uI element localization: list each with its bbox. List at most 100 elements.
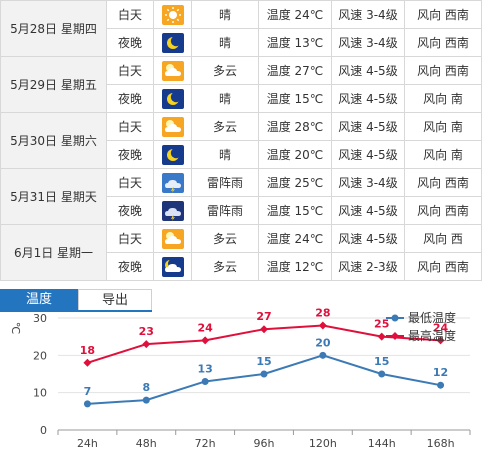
wind-direction-text: 风向 西南: [404, 0, 482, 29]
data-label: 24: [433, 321, 449, 334]
weather-icon-cell: [153, 56, 192, 85]
forecast-row: 夜晚 晴温度 15℃ 风速 4-5级 风向 南: [1, 84, 482, 113]
x-tick-label: 72h: [195, 437, 216, 450]
data-point: [319, 351, 327, 359]
forecast-row: 5月30日 星期六 白天 多云 温度 28℃ 风速 4-5级 风向 南: [0, 112, 482, 169]
chart-tabs: 温度 导出: [0, 288, 487, 312]
temperature-chart: 0 10 20 30 ℃ 24h 48h 72h 96h 120h 144h 168h 7 8 13 15 20…: [9, 306, 471, 450]
x-tick-label: 168h: [427, 437, 455, 450]
moon-icon: [161, 88, 184, 109]
data-label: 28: [315, 306, 330, 319]
forecast-date: 6月1日 星期一: [0, 224, 107, 281]
wind-direction-text: 风向 西: [404, 224, 482, 253]
data-label: 13: [197, 362, 212, 375]
data-label: 23: [139, 325, 154, 338]
partly-cloudy-icon: [161, 116, 184, 137]
data-label: 25: [374, 318, 389, 331]
data-point: [318, 321, 327, 330]
forecast-table: 5月28日 星期四 白天晴温度 24℃ 风速 3-4级 风向 西南 夜晚晴温度 13℃ 风…: [0, 0, 482, 281]
x-tick-label: 120h: [309, 437, 337, 450]
temperature-text: 温度 20℃: [258, 140, 332, 169]
wind-direction-text: 风向 南: [404, 84, 482, 113]
wind-speed-text: 风速 4-5级: [331, 140, 405, 169]
wind-speed-text: 风速 4-5级: [331, 84, 405, 113]
temperature-text: 温度 12℃: [258, 252, 332, 281]
temperature-text: 温度 13℃: [258, 28, 332, 57]
data-label: 8: [142, 381, 150, 394]
weather-icon-cell: [153, 168, 192, 197]
weather-icon-cell: [153, 28, 192, 57]
tab-export[interactable]: 导出: [78, 289, 152, 310]
x-tick-label: 24h: [77, 437, 98, 450]
wind-speed-text: 风速 3-4级: [331, 28, 405, 57]
forecast-row: 6月1日 星期一 白天 多云 温度 24℃ 风速 4-5级 风向 西: [0, 224, 482, 281]
wind-direction-text: 风向 南: [404, 140, 482, 169]
temperature-text: 温度 27℃: [258, 56, 332, 85]
tab-temperature[interactable]: 温度: [0, 289, 78, 310]
weather-icon-cell: [153, 196, 192, 225]
data-point: [260, 325, 268, 334]
weather-text: 晴: [191, 28, 259, 57]
wind-speed-text: 风速 3-4级: [331, 0, 405, 29]
period-label: 白天: [106, 224, 154, 253]
period-label: 白天: [106, 0, 154, 29]
x-tick-label: 96h: [254, 437, 275, 450]
weather-text: 多云: [191, 252, 259, 281]
forecast-row: 夜晚 晴温度 20℃ 风速 4-5级 风向 南: [1, 140, 482, 169]
period-label: 白天: [106, 56, 154, 85]
legend-label: 最高温度: [408, 328, 456, 343]
data-point: [83, 358, 92, 367]
wind-direction-text: 风向 西南: [404, 252, 482, 281]
moon-icon: [161, 32, 184, 53]
legend-label: 最低温度: [408, 310, 456, 325]
weather-text: 雷阵雨: [191, 168, 259, 197]
data-point: [142, 396, 150, 404]
data-label: 27: [256, 310, 271, 323]
data-point: [260, 370, 268, 378]
data-label: 24: [197, 321, 213, 334]
partly-cloudy-icon: [161, 60, 184, 81]
wind-direction-text: 风向 西南: [404, 56, 482, 85]
period-label: 夜晚: [106, 84, 154, 113]
x-tick-label: 48h: [136, 437, 157, 450]
weather-text: 多云: [191, 224, 259, 253]
wind-direction-text: 风向 西南: [404, 28, 482, 57]
data-label: 12: [433, 366, 448, 379]
data-label: 15: [256, 355, 271, 368]
forecast-row: 夜晚 晴温度 13℃ 风速 3-4级 风向 西南: [1, 28, 482, 57]
data-label: 18: [80, 344, 95, 357]
forecast-date: 5月28日 星期四: [0, 0, 107, 57]
data-label: 7: [84, 385, 92, 398]
period-label: 白天: [106, 168, 154, 197]
partly-cloudy-icon: [161, 228, 184, 249]
temperature-text: 温度 24℃: [258, 0, 332, 29]
y-tick-label: 20: [33, 349, 47, 362]
tab-underline: [0, 310, 152, 312]
weather-text: 晴: [191, 84, 259, 113]
thunderstorm-icon: [161, 172, 184, 193]
data-label: 20: [315, 336, 331, 349]
forecast-date: 5月29日 星期五: [0, 56, 107, 113]
forecast-date: 5月31日 星期天: [0, 168, 107, 225]
temperature-text: 温度 28℃: [258, 112, 332, 141]
period-label: 白天: [106, 112, 154, 141]
y-tick-label: 0: [40, 424, 47, 437]
weather-icon-cell: [153, 84, 192, 113]
y-tick-label: 10: [33, 387, 47, 400]
forecast-row: 夜晚 多云 温度 12℃ 风速 2-3级 风向 西南: [1, 252, 482, 281]
weather-text: 晴: [191, 0, 259, 29]
x-tick-label: 144h: [368, 437, 396, 450]
wind-speed-text: 风速 3-4级: [331, 168, 405, 197]
forecast-date: 5月30日 星期六: [0, 112, 107, 169]
forecast-row: 5月28日 星期四 白天晴温度 24℃ 风速 3-4级 风向 西南: [0, 0, 482, 57]
wind-speed-text: 风速 4-5级: [331, 112, 405, 141]
data-point: [377, 332, 386, 341]
temperature-text: 温度 15℃: [258, 196, 332, 225]
weather-icon-cell: [153, 252, 192, 281]
wind-speed-text: 风速 4-5级: [331, 56, 405, 85]
forecast-row: 5月31日 星期天 白天 雷阵雨 温度 25℃ 风速 3-4级 风向 西南: [0, 168, 482, 225]
thunderstorm-night-icon: [161, 200, 184, 221]
period-label: 夜晚: [106, 252, 154, 281]
weather-icon-cell: [153, 224, 192, 253]
period-label: 夜晚: [106, 196, 154, 225]
